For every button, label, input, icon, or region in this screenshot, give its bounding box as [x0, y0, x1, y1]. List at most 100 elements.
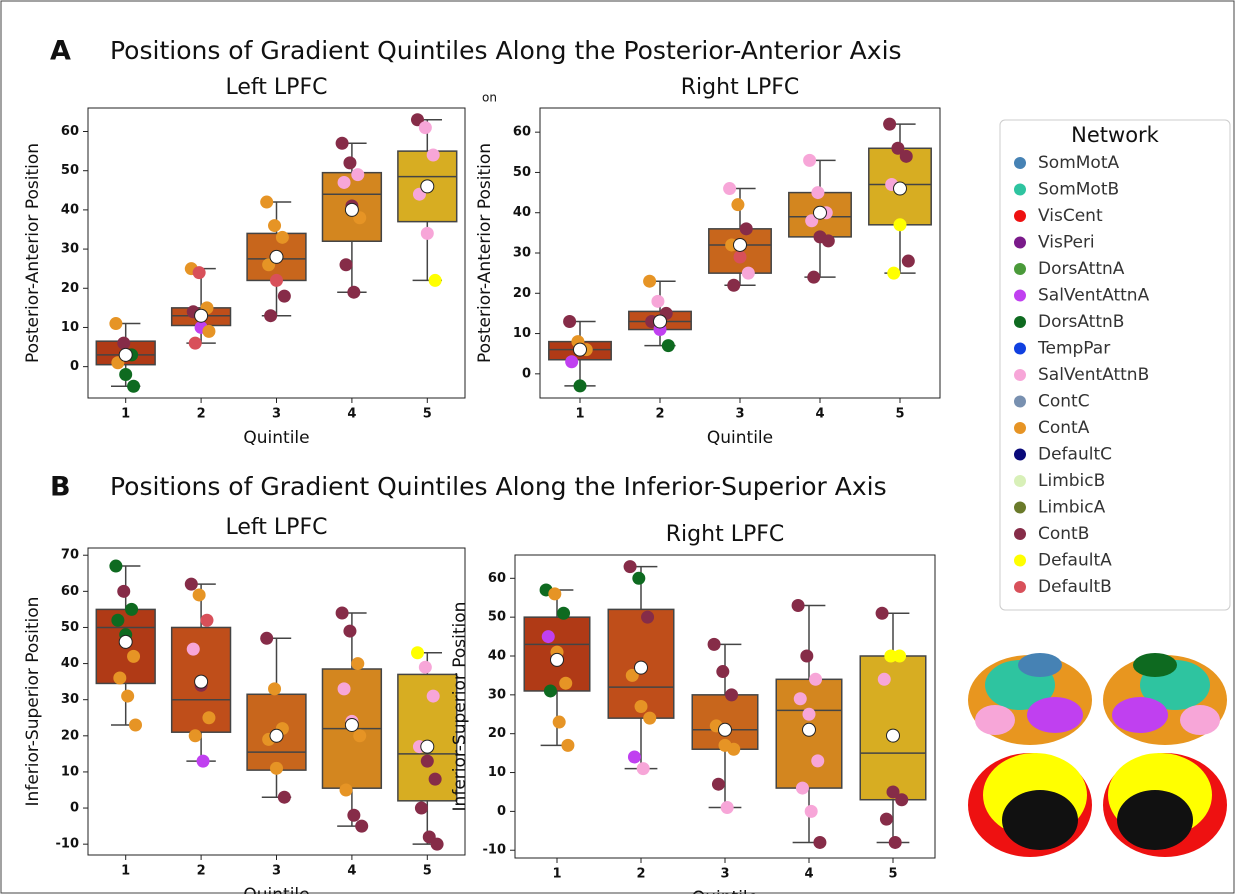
plot-frame [539, 107, 941, 399]
legend-marker [1014, 422, 1026, 434]
data-point [636, 762, 650, 776]
x-axis-label: Quintile [692, 888, 758, 894]
y-tick-label: 40 [61, 202, 79, 217]
data-point [733, 250, 747, 264]
data-point [275, 230, 289, 244]
box-panel: Left LPFC Quintile Posterior-Anterior Posi… [23, 75, 466, 448]
data-point [707, 637, 721, 651]
data-point [188, 729, 202, 743]
mean-marker [194, 674, 209, 689]
y-tick-label: 70 [61, 548, 79, 563]
legend-label: SomMotB [1038, 180, 1119, 200]
data-point [887, 266, 901, 280]
data-point [426, 689, 440, 703]
panel-title: Right LPFC [681, 75, 799, 100]
data-point [117, 584, 131, 598]
x-tick-label: 3 [735, 407, 744, 422]
data-point [625, 668, 639, 682]
panel-title: Left LPFC [226, 75, 328, 100]
legend-marker [1014, 289, 1026, 302]
plot-frame [87, 107, 466, 399]
brain-region [1180, 705, 1220, 735]
data-point [117, 336, 131, 350]
data-point [351, 657, 365, 671]
data-point [643, 711, 657, 725]
x-tick-label: 1 [552, 867, 561, 882]
data-point [420, 754, 434, 768]
legend-label: ContA [1038, 418, 1090, 438]
data-point [127, 649, 141, 663]
data-point [811, 186, 825, 200]
y-tick-label: 40 [488, 649, 506, 664]
y-tick-label: 30 [61, 692, 79, 707]
data-point [184, 577, 198, 591]
panel-heading: Positions of Gradient Quintiles Along th… [110, 36, 902, 65]
x-tick-label: 4 [815, 407, 824, 422]
data-point [888, 835, 902, 849]
legend-label: DefaultC [1038, 445, 1112, 465]
y-axis-label: Posterior-Anterior Position [23, 143, 43, 363]
data-point [793, 692, 807, 706]
x-tick-label: 1 [121, 864, 130, 879]
data-point [739, 222, 753, 236]
data-point [186, 642, 200, 656]
legend-label: ContB [1038, 524, 1089, 544]
legend-label: SalVentAttnA [1038, 286, 1150, 306]
data-point [886, 785, 900, 799]
data-point [893, 649, 907, 663]
legend-marker [1014, 395, 1026, 408]
data-point [561, 738, 575, 752]
data-point [260, 631, 274, 645]
x-axis-label: Quintile [707, 428, 773, 448]
mean-marker [269, 728, 284, 743]
legend-marker [1014, 475, 1026, 487]
data-point [420, 226, 434, 240]
mean-marker [420, 739, 435, 754]
x-tick-label: 4 [804, 867, 813, 882]
data-point [353, 729, 367, 743]
legend-marker [1014, 528, 1026, 540]
legend-marker [1014, 581, 1026, 593]
legend-marker [1014, 316, 1026, 328]
data-point [347, 285, 361, 299]
data-point [109, 317, 123, 331]
data-point [192, 588, 206, 602]
legend-label: ContC [1038, 392, 1090, 412]
y-tick-label: 50 [488, 610, 506, 625]
panel-heading: Positions of Gradient Quintiles Along th… [110, 472, 887, 501]
y-tick-label: 10 [61, 320, 79, 335]
mean-marker [194, 308, 209, 323]
mean-marker [893, 181, 907, 196]
x-tick-label: 5 [888, 867, 897, 882]
brain-region [975, 705, 1015, 735]
data-point [129, 718, 143, 732]
data-point [548, 587, 562, 601]
data-point [192, 266, 206, 280]
y-tick-label: 10 [488, 765, 506, 780]
panel-title: Left LPFC [226, 515, 328, 540]
data-point [565, 355, 579, 369]
x-tick-label: 4 [347, 864, 356, 879]
data-point [651, 294, 665, 308]
x-tick-label: 1 [121, 407, 130, 422]
y-tick-label: 10 [61, 764, 79, 779]
legend-label: DorsAttnA [1038, 259, 1125, 279]
data-point [109, 559, 123, 573]
data-point [119, 367, 133, 381]
legend-label: LimbicB [1038, 471, 1105, 491]
data-point [125, 602, 139, 616]
data-point [552, 715, 566, 729]
data-point [807, 270, 821, 284]
data-point [627, 750, 641, 764]
data-point [723, 182, 737, 196]
x-tick-label: 2 [197, 407, 206, 422]
mean-marker [733, 237, 747, 252]
legend-label: DorsAttnB [1038, 312, 1124, 332]
brain-region [1018, 653, 1062, 677]
mean-marker [269, 249, 284, 264]
brain-region [1112, 697, 1168, 733]
data-point [351, 168, 365, 182]
legend-marker [1014, 263, 1026, 275]
data-point [343, 156, 357, 170]
